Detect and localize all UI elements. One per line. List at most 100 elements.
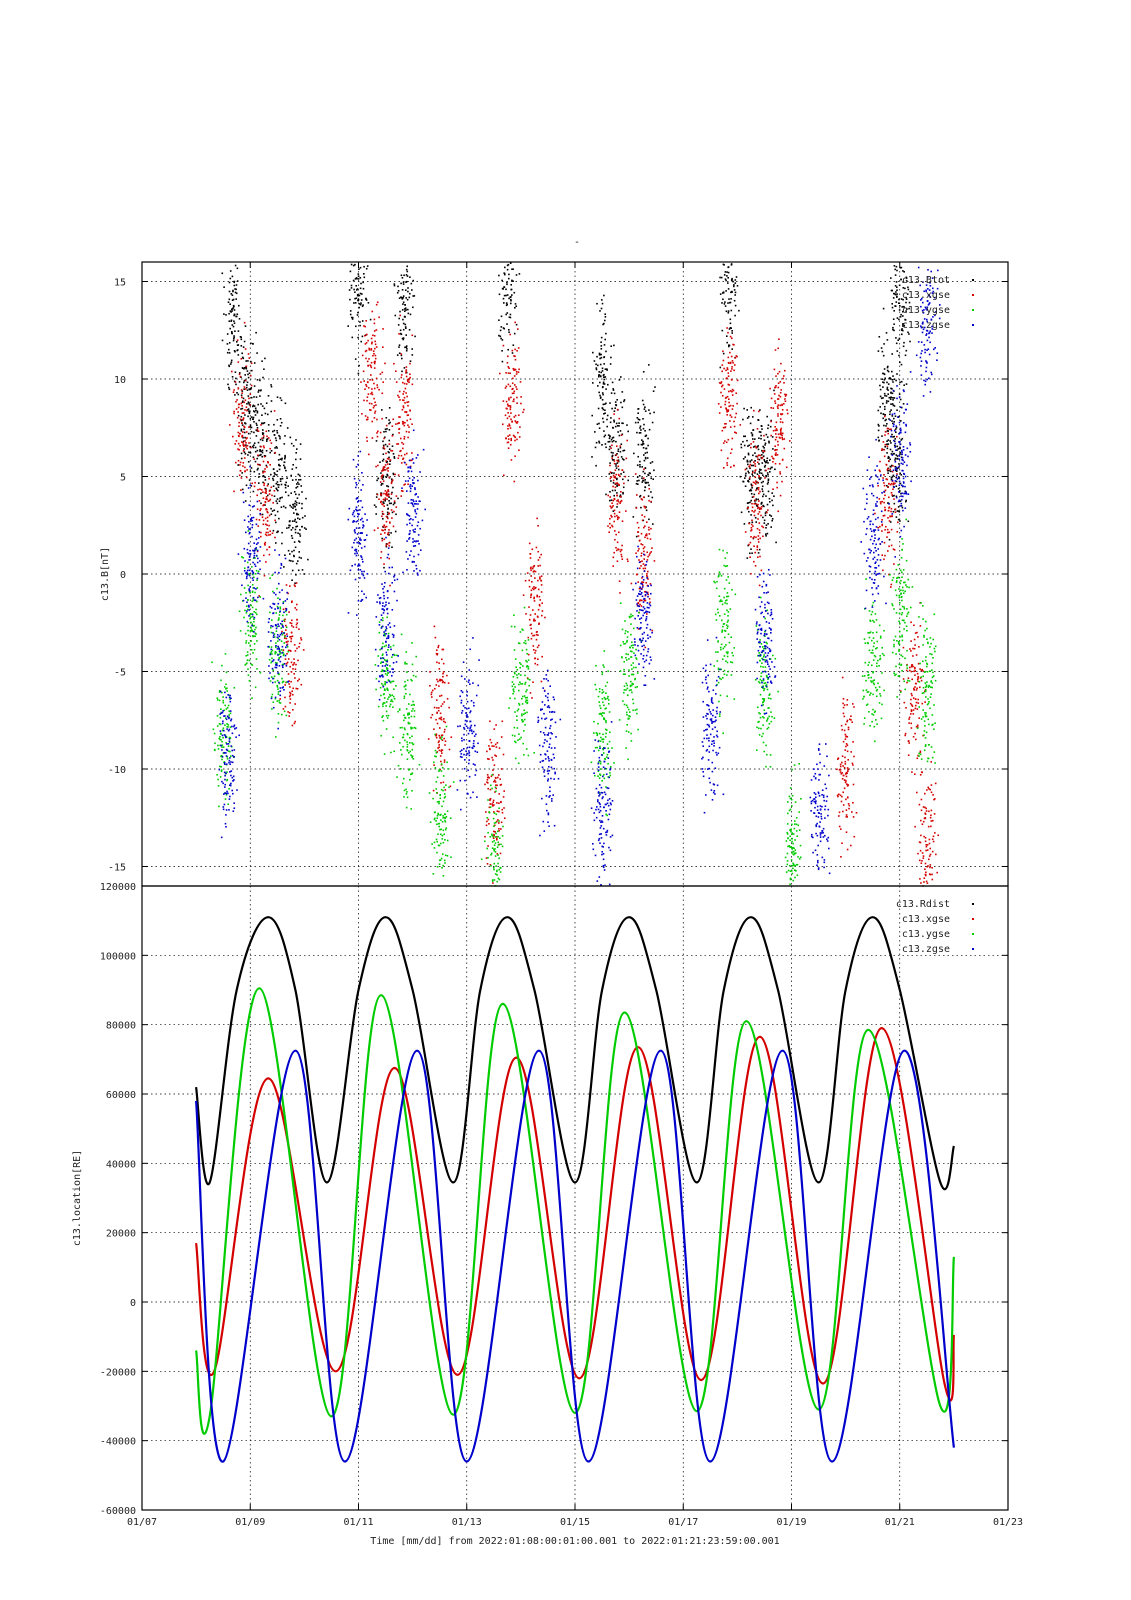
scatter-point — [265, 497, 268, 500]
scatter-point — [443, 718, 445, 720]
scatter-point — [516, 438, 518, 441]
scatter-point — [274, 451, 276, 454]
scatter-point — [639, 432, 642, 434]
scatter-point — [385, 452, 387, 455]
scatter-point — [884, 494, 886, 497]
scatter-point — [627, 653, 629, 656]
scatter-point — [756, 548, 759, 551]
scatter-point — [746, 508, 749, 510]
scatter-point — [385, 543, 388, 545]
scatter-point — [628, 669, 630, 671]
scatter-point — [507, 366, 510, 368]
scatter-point — [852, 783, 855, 786]
scatter-point — [621, 628, 624, 631]
scatter-point — [382, 693, 385, 696]
scatter-point — [781, 413, 784, 415]
scatter-point — [625, 682, 628, 685]
scatter-point — [502, 400, 505, 402]
scatter-point — [889, 515, 892, 517]
scatter-point — [616, 483, 618, 485]
scatter-point — [370, 392, 372, 395]
scatter-point — [783, 382, 785, 384]
scatter-point — [519, 738, 521, 740]
scatter-point — [777, 386, 780, 389]
scatter-point — [493, 868, 495, 871]
scatter-point — [495, 787, 497, 790]
scatter-point — [601, 689, 604, 691]
scatter-point — [598, 688, 601, 690]
scatter-point — [260, 453, 262, 456]
scatter-point — [262, 497, 265, 499]
scatter-point — [284, 634, 286, 637]
scatter-point — [623, 400, 625, 403]
scatter-point — [651, 547, 653, 549]
scatter-point — [295, 504, 298, 506]
scatter-point — [511, 421, 513, 423]
scatter-point — [257, 525, 259, 527]
scatter-point — [442, 789, 444, 792]
scatter-point — [603, 757, 606, 760]
scatter-point — [842, 774, 845, 777]
scatter-point — [614, 482, 617, 485]
scatter-point — [290, 635, 292, 638]
scatter-point — [398, 396, 400, 398]
scatter-point — [847, 784, 850, 786]
scatter-point — [752, 475, 754, 477]
scatter-point — [616, 399, 618, 401]
scatter-point — [368, 402, 371, 405]
scatter-point — [887, 383, 890, 385]
scatter-point — [263, 454, 266, 457]
scatter-point — [534, 662, 536, 665]
scatter-point — [726, 271, 728, 273]
scatter-point — [772, 461, 774, 463]
scatter-point — [291, 624, 293, 627]
scatter-point — [727, 310, 730, 312]
scatter-point — [493, 812, 496, 814]
scatter-point — [843, 715, 846, 718]
scatter-point — [509, 385, 512, 388]
scatter-point — [627, 694, 629, 697]
scatter-point — [617, 460, 619, 463]
scatter-point — [402, 301, 405, 304]
scatter-point — [385, 430, 387, 433]
scatter-point — [613, 462, 616, 465]
scatter-point — [517, 371, 520, 373]
scatter-point — [275, 446, 278, 448]
scatter-point — [396, 422, 399, 425]
scatter-point — [779, 418, 782, 420]
scatter-point — [293, 549, 295, 552]
scatter-point — [262, 376, 264, 379]
scatter-point — [599, 357, 601, 360]
scatter-point — [361, 335, 364, 338]
scatter-point — [898, 463, 900, 465]
scatter-point — [635, 507, 638, 509]
scatter-point — [350, 263, 353, 266]
scatter-point — [925, 845, 928, 848]
scatter-point — [427, 738, 430, 740]
scatter-point — [913, 688, 915, 691]
scatter-point — [295, 582, 298, 584]
scatter-point — [391, 445, 394, 447]
scatter-point — [896, 409, 898, 411]
scatter-point — [281, 630, 283, 633]
scatter-point — [910, 650, 912, 652]
scatter-point — [232, 339, 235, 342]
scatter-point — [636, 672, 639, 674]
scatter-point — [756, 473, 759, 475]
scatter-point — [435, 820, 437, 822]
scatter-point — [611, 381, 614, 384]
scatter-point — [520, 402, 522, 405]
scatter-point — [775, 541, 777, 544]
scatter-point — [609, 526, 611, 529]
scatter-point — [513, 726, 516, 729]
scatter-point — [287, 485, 289, 487]
scatter-point — [250, 446, 252, 449]
scatter-point — [892, 404, 895, 407]
scatter-point — [750, 529, 753, 531]
scatter-point — [256, 668, 258, 670]
scatter-point — [489, 738, 492, 741]
scatter-point — [527, 639, 530, 641]
scatter-point — [887, 509, 890, 512]
scatter-point — [233, 335, 235, 337]
scatter-point — [881, 530, 883, 532]
